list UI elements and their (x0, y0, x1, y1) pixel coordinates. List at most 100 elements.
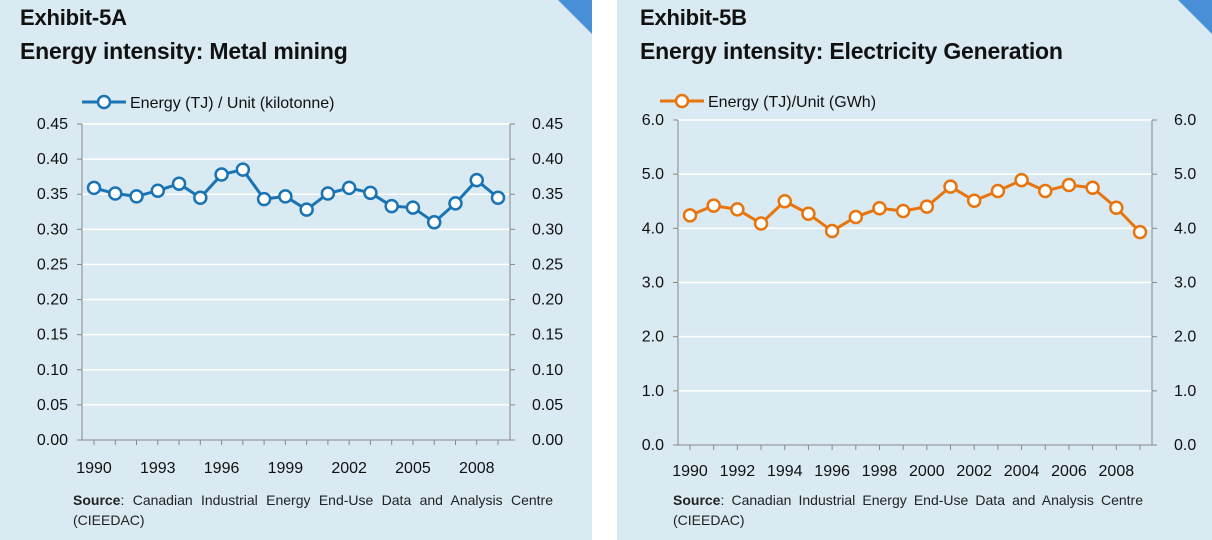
secondary-y-tick-label: 0.35 (532, 186, 563, 203)
legend-label: Energy (TJ) / Unit (kilotonne) (130, 95, 335, 112)
x-tick-label: 1999 (268, 460, 304, 477)
y-tick-label: 3.0 (642, 275, 664, 292)
x-tick-label: 2008 (459, 460, 495, 477)
y-tick-label: 0.20 (37, 292, 68, 309)
secondary-y-tick-label: 0.10 (532, 362, 563, 379)
x-tick-label: 2004 (1004, 463, 1040, 480)
data-point (777, 194, 792, 209)
secondary-y-tick-label: 0.25 (532, 256, 563, 273)
data-point (320, 186, 336, 201)
x-tick-label: 2008 (1099, 463, 1135, 480)
legend-label: Energy (TJ)/Unit (GWh) (708, 94, 876, 111)
data-point (966, 193, 982, 208)
data-point (943, 179, 958, 194)
y-tick-label: 4.0 (642, 220, 664, 237)
y-tick-label: 0.45 (37, 116, 68, 133)
secondary-y-tick-label: 3.0 (1174, 275, 1196, 292)
x-tick-label: 1998 (862, 463, 898, 480)
secondary-y-tick-label: 0.30 (532, 221, 563, 238)
data-point (299, 202, 314, 217)
data-point (801, 206, 816, 221)
source-text: : Canadian Industrial Energy End-Use Dat… (73, 492, 553, 528)
source-note: Source: Canadian Industrial Energy End-U… (673, 490, 1143, 530)
x-tick-label: 1990 (672, 463, 708, 480)
data-point (129, 189, 144, 204)
data-point (405, 200, 421, 215)
data-point (1014, 172, 1029, 188)
secondary-y-tick-label: 0.05 (532, 397, 563, 414)
source-text: : Canadian Industrial Energy End-Use Dat… (673, 492, 1143, 528)
secondary-y-tick-label: 5.0 (1174, 166, 1196, 183)
data-point (256, 191, 272, 207)
data-point (214, 167, 229, 182)
x-tick-label: 2002 (331, 460, 367, 477)
data-point (448, 196, 463, 211)
data-point (384, 198, 399, 214)
data-point (469, 172, 484, 188)
secondary-y-tick-label: 6.0 (1174, 112, 1196, 129)
exhibit-label: Exhibit-5A (20, 5, 127, 30)
source-label: Source (673, 492, 721, 508)
x-tick-label: 1996 (204, 460, 240, 477)
y-tick-label: 0.00 (37, 432, 68, 449)
secondary-y-tick-label: 0.45 (532, 116, 563, 133)
data-point (919, 199, 935, 214)
chart-title: Energy intensity: Metal mining (20, 38, 348, 64)
data-point (730, 202, 745, 217)
y-tick-label: 0.40 (37, 151, 68, 168)
x-tick-label: 2005 (395, 460, 431, 477)
data-point (753, 216, 769, 231)
y-tick-label: 0.0 (642, 437, 664, 454)
data-point (426, 215, 442, 230)
y-tick-label: 5.0 (642, 166, 664, 183)
data-point (682, 208, 698, 223)
data-point (1038, 183, 1053, 199)
y-tick-label: 2.0 (642, 329, 664, 346)
data-point (235, 162, 251, 177)
y-tick-label: 0.15 (37, 327, 68, 344)
y-tick-label: 1.0 (642, 383, 664, 400)
corner-triangle-icon (1178, 0, 1212, 34)
y-tick-label: 0.30 (37, 221, 68, 238)
y-tick-label: 0.25 (37, 256, 68, 273)
corner-triangle-icon (558, 0, 592, 34)
y-tick-label: 0.10 (37, 362, 68, 379)
secondary-y-tick-label: 1.0 (1174, 383, 1196, 400)
source-note: Source: Canadian Industrial Energy End-U… (73, 490, 553, 530)
secondary-y-tick-label: 2.0 (1174, 329, 1196, 346)
x-tick-label: 2006 (1051, 463, 1087, 480)
secondary-y-tick-label: 0.20 (532, 292, 563, 309)
data-point (1085, 180, 1100, 195)
secondary-y-tick-label: 0.00 (532, 432, 563, 449)
y-tick-label: 0.05 (37, 397, 68, 414)
data-point (706, 198, 721, 213)
x-tick-label: 1992 (720, 463, 756, 480)
data-point (86, 180, 102, 196)
data-point (895, 203, 911, 219)
secondary-y-tick-label: 0.40 (532, 151, 563, 168)
secondary-y-tick-label: 4.0 (1174, 220, 1196, 237)
data-point (150, 183, 166, 198)
x-tick-label: 1990 (76, 460, 112, 477)
x-tick-label: 1994 (767, 463, 803, 480)
legend-marker (96, 94, 112, 110)
data-point (990, 183, 1006, 199)
exhibit-label: Exhibit-5B (640, 5, 747, 30)
chart-electricity-generation: 0.0 0.0 1.0 1.0 2.0 2.0 3.0 3.0 4.0 4.0 5.0 5.0 6.0 6… (642, 93, 1196, 480)
data-point (171, 176, 187, 191)
data-point (193, 190, 208, 205)
chart-title: Energy intensity: Electricity Generation (640, 38, 1063, 64)
y-tick-label: 0.35 (37, 186, 68, 203)
y-tick-label: 6.0 (642, 112, 664, 129)
x-tick-label: 1993 (140, 460, 176, 477)
data-point (848, 209, 864, 225)
data-point (1061, 177, 1077, 193)
secondary-y-tick-label: 0.15 (532, 327, 563, 344)
panel-exhibit-5b: Exhibit-5B Energy intensity: Electricity… (617, 0, 1212, 540)
x-tick-label: 2000 (909, 463, 945, 480)
data-point (341, 180, 357, 196)
legend-marker (674, 93, 690, 109)
x-tick-label: 2002 (956, 463, 992, 480)
data-point (108, 186, 123, 201)
x-tick-label: 1996 (814, 463, 850, 480)
